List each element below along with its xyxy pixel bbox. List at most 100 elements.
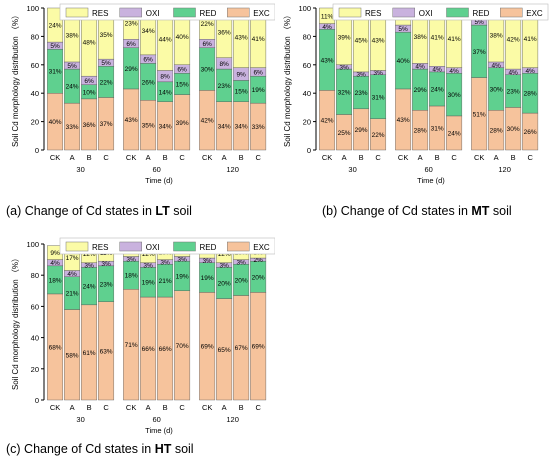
y-tick-label: 80 xyxy=(31,32,39,41)
data-label: 4% xyxy=(50,260,60,267)
data-label: 4% xyxy=(491,62,501,69)
y-tick-label: 80 xyxy=(303,32,311,41)
data-label: 41% xyxy=(252,36,265,43)
data-label: 34% xyxy=(235,123,248,130)
data-label: 23% xyxy=(100,281,113,288)
group-label: 30 xyxy=(76,165,84,174)
x-tick-label: B xyxy=(87,153,92,162)
data-label: 17% xyxy=(66,255,79,262)
x-tick-label: CK xyxy=(398,153,408,162)
x-tick-label: A xyxy=(222,403,227,412)
caption-mt-suffix: soil xyxy=(489,204,512,218)
caption-ht: (c) Change of Cd states in HT soil xyxy=(6,442,194,456)
legend-swatch-red xyxy=(173,241,196,252)
legend-label-exc: EXC xyxy=(253,243,270,252)
legend-label-res: RES xyxy=(92,9,108,18)
legend: RES OXI RED EXC xyxy=(59,237,276,255)
legend-swatch-oxi xyxy=(392,7,415,18)
data-label: 6% xyxy=(84,78,94,85)
x-tick-label: C xyxy=(375,153,381,162)
data-label: 33% xyxy=(66,124,79,131)
y-tick-label: 40 xyxy=(31,334,39,343)
y-axis-label: Soil Cd morphology distribution （%） xyxy=(283,11,292,147)
legend-swatch-red xyxy=(446,7,469,18)
data-label: 3% xyxy=(126,256,136,263)
x-tick-label: C xyxy=(255,153,261,162)
data-label: 39% xyxy=(176,120,189,127)
data-label: 5% xyxy=(50,43,60,50)
data-label: 66% xyxy=(159,346,172,353)
x-tick-label: C xyxy=(527,153,533,162)
x-tick-label: B xyxy=(511,153,516,162)
data-label: 15% xyxy=(235,89,248,96)
data-label: 3% xyxy=(356,72,366,79)
data-label: 29% xyxy=(125,66,138,73)
data-label: 65% xyxy=(218,347,231,354)
y-tick-label: 100 xyxy=(26,240,39,249)
data-label: 22% xyxy=(201,21,214,28)
caption-lt-suffix: soil xyxy=(169,204,192,218)
data-label: 9% xyxy=(236,72,246,79)
data-label: 3% xyxy=(160,259,170,266)
data-label: 19% xyxy=(201,275,214,282)
y-tick-label: 0 xyxy=(35,146,39,155)
data-label: 19% xyxy=(142,280,155,287)
data-label: 24% xyxy=(49,23,62,30)
data-label: 3% xyxy=(202,258,212,265)
data-label: 41% xyxy=(431,35,444,42)
data-label: 70% xyxy=(176,343,189,350)
data-label: 51% xyxy=(473,111,486,118)
legend-label-res: RES xyxy=(365,9,381,18)
data-label: 32% xyxy=(338,89,351,96)
caption-mt: (b) Change of Cd states in MT soil xyxy=(322,204,512,218)
x-tick-label: B xyxy=(239,403,244,412)
x-tick-label: A xyxy=(146,153,151,162)
data-label: 3% xyxy=(143,263,153,270)
data-label: 26% xyxy=(142,79,155,86)
data-label: 38% xyxy=(414,34,427,41)
data-label: 43% xyxy=(321,57,334,64)
group-label: 30 xyxy=(76,415,84,424)
y-tick-label: 100 xyxy=(298,4,311,13)
x-tick-label: CK xyxy=(50,153,60,162)
data-label: 12% xyxy=(218,251,231,258)
data-label: 11% xyxy=(321,13,334,20)
data-label: 69% xyxy=(252,344,265,351)
data-label: 23% xyxy=(125,20,138,27)
group-label: 120 xyxy=(498,165,511,174)
group-label: 30 xyxy=(348,165,356,174)
x-tick-label: B xyxy=(163,403,168,412)
data-label: 4% xyxy=(415,64,425,71)
data-label: 29% xyxy=(355,127,368,134)
x-tick-label: A xyxy=(222,153,227,162)
caption-ht-bold: HT xyxy=(154,442,172,456)
legend: RES OXI RED EXC xyxy=(59,3,276,21)
x-tick-label: CK xyxy=(126,403,136,412)
data-label: 3% xyxy=(339,64,349,71)
x-tick-label: A xyxy=(418,153,423,162)
data-label: 31% xyxy=(49,69,62,76)
data-label: 63% xyxy=(100,348,113,355)
y-tick-label: 0 xyxy=(307,146,311,155)
x-tick-label: CK xyxy=(202,403,212,412)
data-label: 3% xyxy=(219,263,229,270)
data-label: 34% xyxy=(142,28,155,35)
y-tick-label: 60 xyxy=(31,61,39,70)
legend-label-res: RES xyxy=(92,243,108,252)
data-label: 30% xyxy=(490,86,503,93)
data-label: 35% xyxy=(100,32,113,39)
data-label: 44% xyxy=(159,37,172,44)
y-tick-label: 80 xyxy=(31,271,39,280)
data-label: 28% xyxy=(524,91,537,98)
caption-lt: (a) Change of Cd states in LT soil xyxy=(6,204,192,218)
data-label: 30% xyxy=(507,126,520,133)
data-label: 9% xyxy=(50,250,60,257)
data-label: 20% xyxy=(218,281,231,288)
data-label: 24% xyxy=(83,284,96,291)
data-label: 18% xyxy=(125,273,138,280)
y-tick-label: 40 xyxy=(31,89,39,98)
y-tick-label: 60 xyxy=(31,302,39,311)
legend-swatch-res xyxy=(65,241,89,252)
data-label: 37% xyxy=(473,49,486,56)
data-label: 67% xyxy=(235,345,248,352)
